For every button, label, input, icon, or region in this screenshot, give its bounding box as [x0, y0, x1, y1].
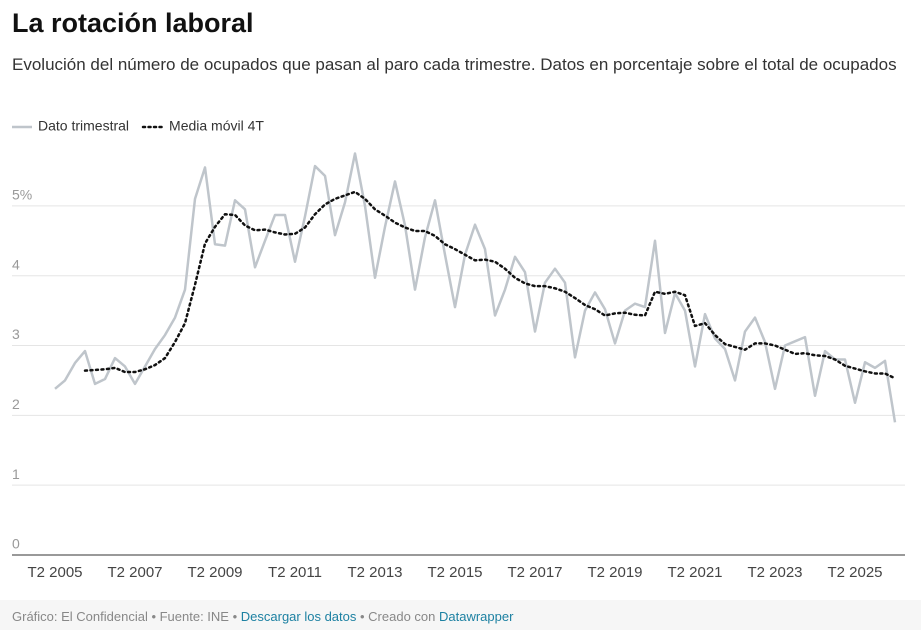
- x-tick-label: T2 2005: [27, 564, 82, 581]
- x-tick-label: T2 2015: [427, 564, 482, 581]
- x-tick-label: T2 2021: [667, 564, 722, 581]
- x-tick-label: T2 2007: [107, 564, 162, 581]
- y-tick-label: 2: [12, 396, 20, 412]
- footer-source: Gráfico: El Confidencial • Fuente: INE •: [12, 609, 241, 624]
- x-tick-label: T2 2011: [268, 564, 322, 581]
- series-line: [54, 152, 897, 423]
- x-tick-label: T2 2013: [347, 564, 402, 581]
- x-tick-label: T2 2017: [507, 564, 562, 581]
- footer: Gráfico: El Confidencial • Fuente: INE •…: [12, 609, 514, 624]
- legend-label: Dato trimestral: [38, 118, 129, 134]
- footer-band: [0, 600, 921, 630]
- y-tick-label: 5%: [12, 187, 32, 203]
- y-tick-label: 4: [12, 256, 20, 272]
- chart-subtitle: Evolución del número de ocupados que pas…: [12, 55, 897, 74]
- x-tick-label: T2 2023: [747, 564, 802, 581]
- series-line: [83, 190, 897, 380]
- y-tick-label: 0: [12, 536, 20, 552]
- chart-title: La rotación laboral: [12, 8, 254, 38]
- legend-label: Media móvil 4T: [169, 118, 264, 134]
- download-link[interactable]: Descargar los datos: [241, 609, 357, 624]
- footer-created: • Creado con: [356, 609, 439, 624]
- y-tick-label: 1: [12, 466, 20, 482]
- subtitle-box: Evolución del número de ocupados que pas…: [12, 55, 897, 74]
- y-tick-label: 3: [12, 326, 20, 342]
- x-tick-label: T2 2025: [827, 564, 882, 581]
- x-tick-label: T2 2009: [187, 564, 242, 581]
- x-tick-label: T2 2019: [587, 564, 642, 581]
- tool-link[interactable]: Datawrapper: [439, 609, 514, 624]
